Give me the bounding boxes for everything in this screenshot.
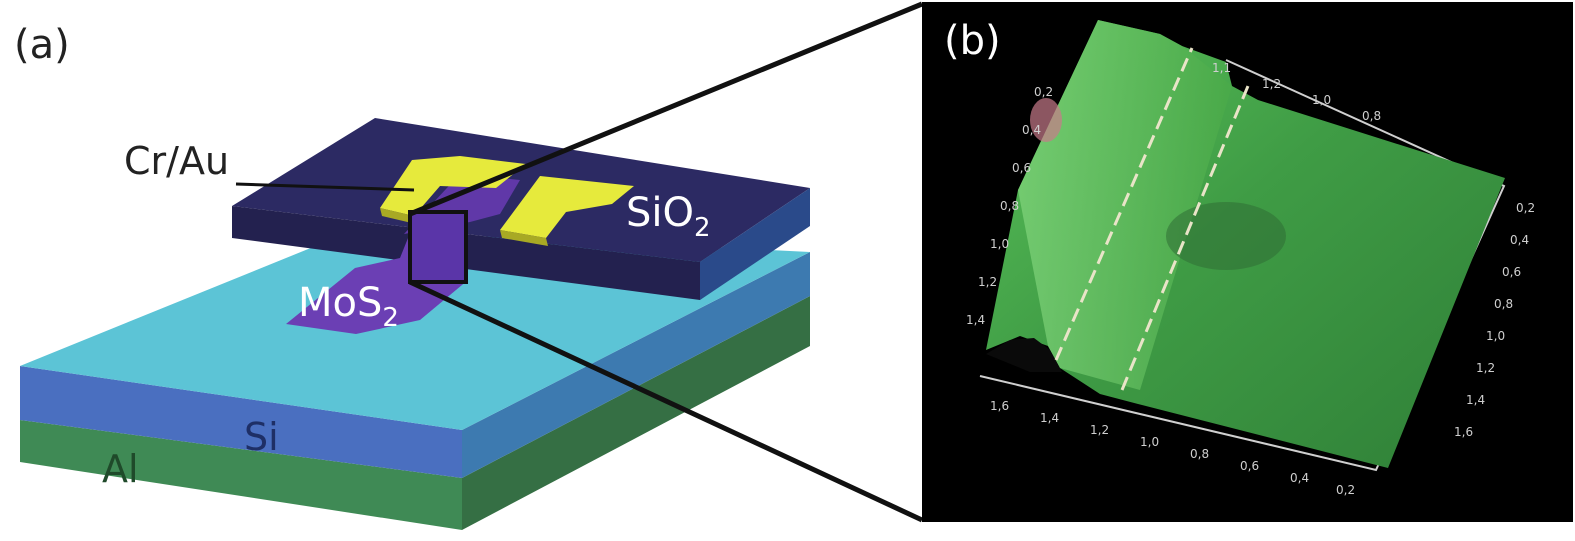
tick-left: 0,2 [1034, 85, 1053, 99]
afm-red-spot [1030, 98, 1062, 142]
afm-dark-patch [1166, 202, 1286, 270]
tick-left: 1,4 [966, 313, 985, 327]
dashed-line-right [1120, 85, 1250, 391]
si-layer-front [20, 366, 462, 478]
tick-top: 0,8 [1362, 109, 1381, 123]
contact-right [500, 176, 634, 238]
tick-bottom: 0,4 [1290, 471, 1309, 485]
afm-ticks-top: 1,1 1,2 1,0 0,8 [1212, 61, 1381, 123]
label-sio2: SiO2 [626, 190, 711, 243]
tick-bottom: 1,0 [1140, 435, 1159, 449]
si-layer-side [462, 252, 810, 478]
tick-bottom: 0,6 [1240, 459, 1259, 473]
dashed-line-left [1054, 47, 1194, 361]
tick-right: 1,0 [1486, 329, 1505, 343]
tick-bottom: 1,2 [1090, 423, 1109, 437]
tick-left: 0,4 [1022, 123, 1041, 137]
tick-left: 1,2 [978, 275, 997, 289]
tick-right: 1,2 [1476, 361, 1495, 375]
label-si: Si [244, 415, 279, 459]
zoom-line-top [409, 1, 923, 217]
tick-top: 1,2 [1262, 77, 1281, 91]
panel-a-schematic: (a) Cr/Au SiO2 MoS2 Si Al [14, 22, 810, 530]
label-mos2: MoS2 [298, 280, 399, 333]
al-layer-side [462, 296, 810, 530]
tick-right: 1,4 [1466, 393, 1485, 407]
panel-a-label: (a) [14, 22, 70, 68]
afm-ticks-right: 0,2 0,4 0,6 0,8 1,0 1,2 1,4 1,6 [1454, 201, 1535, 439]
contact-left [380, 156, 526, 216]
tick-right: 0,2 [1516, 201, 1535, 215]
tick-left: 0,8 [1000, 199, 1019, 213]
tick-left: 1,0 [990, 237, 1009, 251]
panel-b-afm: 0,2 0,4 0,6 0,8 1,0 1,2 1,4 1,6 1,6 1,4 … [922, 2, 1573, 522]
al-layer-front [20, 420, 462, 530]
afm-dark-notch [986, 338, 1062, 372]
tick-top: 1,0 [1312, 93, 1331, 107]
zoom-box [408, 210, 468, 284]
tick-left: 0,6 [1012, 161, 1031, 175]
tick-right: 0,8 [1494, 297, 1513, 311]
tick-bottom: 0,8 [1190, 447, 1209, 461]
contact-leader-line [235, 182, 415, 192]
label-mos2-sub: 2 [382, 303, 399, 333]
panel-b-label: (b) [944, 18, 1001, 64]
label-al: Al [102, 447, 139, 491]
afm-ticks-left: 0,2 0,4 0,6 0,8 1,0 1,2 1,4 [966, 85, 1053, 327]
tick-right: 0,4 [1510, 233, 1529, 247]
sio2-block-top [232, 118, 810, 262]
label-mos2-main: MoS [298, 280, 382, 326]
sio2-block-side [700, 188, 810, 300]
tick-bottom: 1,4 [1040, 411, 1059, 425]
tick-bottom: 0,2 [1336, 483, 1355, 497]
tick-bottom: 1,6 [990, 399, 1009, 413]
tick-right: 0,6 [1502, 265, 1521, 279]
tick-top: 1,1 [1212, 61, 1231, 75]
label-sio2-sub: 2 [694, 213, 711, 243]
contact-right-edge [500, 230, 548, 246]
afm-ticks-bottom: 1,6 1,4 1,2 1,0 0,8 0,6 0,4 0,2 [990, 399, 1355, 497]
label-sio2-main: SiO [626, 190, 694, 236]
contact-left-edge [380, 208, 416, 224]
tick-right: 1,6 [1454, 425, 1473, 439]
zoom-line-bottom [408, 279, 924, 523]
label-cr-au: Cr/Au [124, 139, 229, 183]
